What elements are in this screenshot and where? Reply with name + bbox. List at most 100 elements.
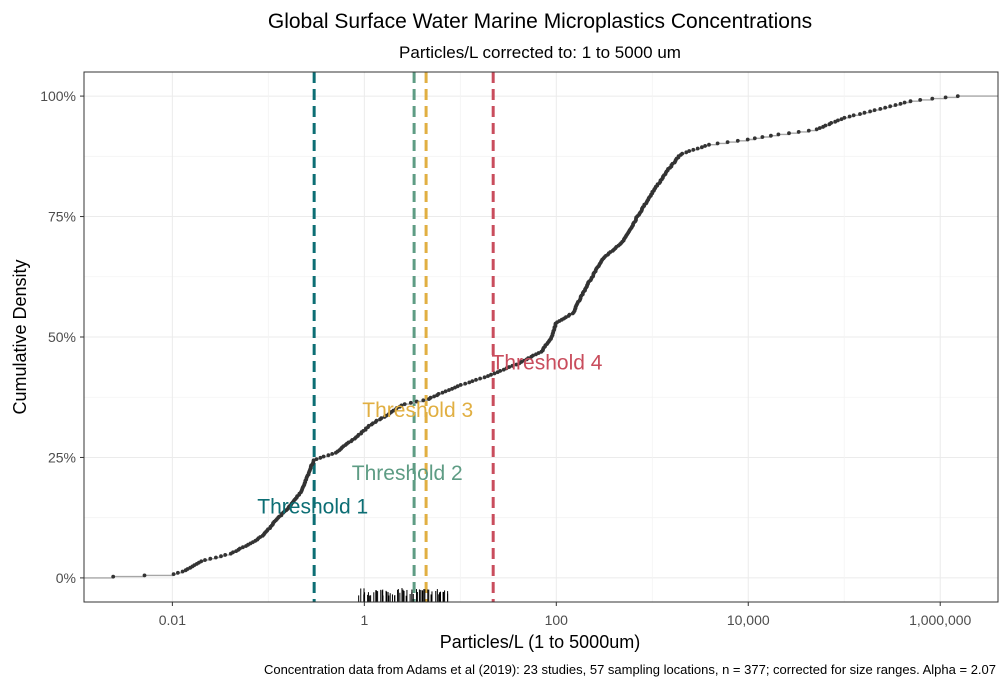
y-tick-label: 25% bbox=[48, 449, 76, 465]
data-point bbox=[796, 130, 801, 134]
data-point bbox=[858, 112, 862, 116]
data-point bbox=[707, 142, 711, 147]
data-point bbox=[526, 356, 531, 360]
x-axis-title: Particles/L (1 to 5000um) bbox=[440, 632, 640, 652]
data-point bbox=[489, 372, 493, 377]
data-point bbox=[219, 554, 223, 559]
x-tick-label: 0.01 bbox=[159, 612, 186, 628]
threshold-label: Threshold 4 bbox=[492, 352, 603, 375]
data-point bbox=[498, 369, 503, 373]
data-point bbox=[492, 371, 497, 376]
data-point bbox=[171, 572, 176, 576]
data-point bbox=[176, 570, 180, 575]
data-point bbox=[470, 379, 475, 383]
y-axis: 0% 25% 50% 75% 100% bbox=[40, 88, 84, 586]
threshold-labels: Threshold 1 Threshold 2 Threshold 3 Thresho… bbox=[257, 352, 602, 519]
data-point bbox=[839, 117, 844, 121]
rug-marks bbox=[358, 588, 449, 602]
data-point bbox=[231, 550, 235, 555]
data-point bbox=[687, 149, 692, 153]
data-point bbox=[414, 399, 419, 404]
data-point bbox=[321, 454, 326, 459]
x-tick-label: 10,000 bbox=[727, 612, 770, 628]
data-point bbox=[908, 99, 913, 104]
data-point bbox=[463, 381, 468, 386]
data-point bbox=[703, 144, 707, 148]
data-point bbox=[745, 137, 750, 142]
data-point bbox=[314, 457, 319, 461]
data-point bbox=[842, 115, 847, 120]
data-point bbox=[208, 556, 213, 561]
data-point bbox=[379, 416, 384, 421]
data-point bbox=[567, 312, 572, 317]
data-point bbox=[776, 132, 781, 137]
ecdf-series bbox=[84, 94, 998, 579]
data-point bbox=[684, 150, 689, 155]
data-point bbox=[474, 377, 478, 382]
x-tick-label: 100 bbox=[545, 612, 569, 628]
data-point bbox=[817, 126, 822, 130]
data-point bbox=[829, 121, 834, 125]
data-point bbox=[847, 114, 852, 119]
data-point bbox=[735, 138, 740, 143]
data-point bbox=[458, 383, 463, 387]
data-point bbox=[930, 96, 935, 101]
data-point bbox=[238, 546, 242, 551]
data-point bbox=[318, 455, 323, 460]
x-axis: 0.01 1 100 10,000 1,000,000 bbox=[159, 602, 972, 628]
data-point bbox=[823, 123, 828, 128]
data-point bbox=[868, 109, 872, 114]
data-point bbox=[787, 131, 791, 136]
chart-subtitle: Particles/L corrected to: 1 to 5000 um bbox=[399, 43, 681, 62]
data-point bbox=[203, 558, 207, 562]
threshold-lines bbox=[312, 72, 495, 602]
data-point bbox=[943, 95, 948, 100]
y-tick-label: 75% bbox=[48, 209, 76, 225]
data-point bbox=[507, 365, 512, 369]
data-point bbox=[918, 98, 923, 102]
data-point bbox=[241, 545, 245, 550]
data-point bbox=[421, 398, 426, 403]
data-point bbox=[725, 140, 730, 145]
data-point bbox=[851, 113, 856, 118]
data-point bbox=[428, 395, 433, 400]
chart-caption: Concentration data from Adams et al (201… bbox=[264, 662, 996, 677]
data-point bbox=[440, 390, 445, 395]
data-point bbox=[769, 133, 773, 138]
data-point bbox=[311, 458, 316, 463]
data-point bbox=[111, 574, 116, 579]
data-point bbox=[443, 389, 448, 394]
x-tick-label: 1 bbox=[360, 612, 368, 628]
data-point bbox=[700, 145, 704, 150]
data-point bbox=[510, 363, 515, 368]
data-point bbox=[814, 127, 819, 132]
data-point bbox=[531, 353, 535, 358]
data-point bbox=[478, 376, 482, 381]
data-point bbox=[898, 101, 903, 106]
data-point bbox=[486, 374, 490, 378]
data-point bbox=[399, 403, 404, 408]
data-point bbox=[695, 146, 700, 151]
data-point bbox=[752, 136, 757, 141]
data-point bbox=[883, 105, 888, 110]
data-point bbox=[450, 386, 454, 391]
data-point bbox=[888, 104, 893, 109]
y-axis-title: Cumulative Density bbox=[10, 259, 30, 414]
x-tick-label: 1,000,000 bbox=[909, 612, 971, 628]
y-tick-label: 0% bbox=[56, 570, 76, 586]
data-point bbox=[806, 128, 811, 133]
data-point bbox=[436, 392, 441, 396]
data-point bbox=[482, 375, 487, 380]
data-point bbox=[902, 100, 907, 105]
data-point bbox=[142, 573, 147, 578]
data-point bbox=[408, 400, 413, 405]
data-point bbox=[214, 555, 218, 560]
data-point bbox=[374, 418, 379, 423]
data-point bbox=[326, 453, 331, 458]
data-point bbox=[760, 135, 765, 139]
data-point bbox=[447, 388, 451, 392]
grid-lines bbox=[84, 72, 998, 602]
data-point bbox=[402, 402, 407, 406]
threshold-label: Threshold 3 bbox=[362, 399, 473, 422]
data-point bbox=[862, 110, 867, 115]
